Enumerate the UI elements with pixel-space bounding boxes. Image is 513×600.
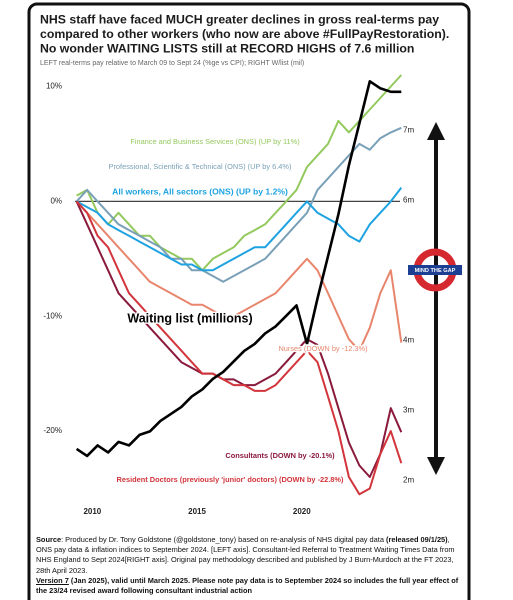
series-line (76, 74, 403, 272)
y2-tick-label: 4m (403, 335, 414, 344)
y-tick-label: 10% (46, 82, 62, 91)
footer-text: , ONS pay data & inflation indices to Se… (36, 535, 455, 575)
subtitle: LEFT real-terms pay relative to March 09… (40, 60, 304, 67)
series-label: Finance and Business Services (ONS) (UP … (130, 137, 299, 146)
y-tick-label: -10% (43, 311, 62, 320)
x-tick-label: 2015 (188, 507, 206, 516)
series-label: Consultants (DOWN by -20.1%) (225, 451, 335, 460)
x-tick-label: 2010 (83, 507, 101, 516)
series-label: All workers, All sectors (ONS) (UP by 1.… (112, 186, 288, 196)
footer-text: Source (36, 535, 62, 544)
roundel: MIND THE GAP (408, 248, 462, 292)
annotation: MIND THE GAP (415, 268, 456, 274)
y2-tick-label: 3m (403, 405, 414, 414)
title-line: NHS staff have faced MUCH greater declin… (40, 12, 439, 26)
title: NHS staff have faced MUCH greater declin… (40, 12, 449, 55)
series-line (75, 200, 403, 352)
series-label: Professional, Scientific & Technical (ON… (109, 162, 292, 171)
card (27, 2, 471, 600)
source-note: Source: Produced by Dr. Tony Goldstone (… (36, 535, 466, 576)
plot-area: 10% 0% -10% -20% 7m 6m 4m 3m 2m 2010 2015 2020 Finan… (43, 74, 414, 516)
footer-text: (released 09/1/25) (386, 535, 448, 544)
title-line: compared to other workers (who now are a… (40, 27, 449, 41)
series-line (75, 200, 403, 496)
series-label: Waiting list (millions) (127, 311, 252, 325)
title-line: No wonder WAITING LISTS still at RECORD … (40, 41, 414, 55)
series-line (75, 200, 403, 478)
y-tick-label: -20% (43, 426, 62, 435)
x-tick-label: 2020 (293, 507, 311, 516)
gap-arrow (427, 122, 445, 475)
footer-text: Version 7 (36, 575, 69, 585)
footer-text: (Jan 2025), valid until March 2025. Plea… (36, 575, 459, 596)
series-line (75, 80, 402, 458)
y2-tick-label: 6m (403, 195, 414, 204)
series-label: Nurses (DOWN by -12.3%) (278, 344, 367, 353)
series-line (76, 186, 403, 272)
y2-tick-label: 7m (403, 125, 414, 134)
series-label: Resident Doctors (previously 'junior' do… (117, 475, 344, 484)
footer: Source: Produced by Dr. Tony Goldstone (… (36, 535, 466, 596)
y-tick-label: 0% (50, 196, 62, 205)
y2-tick-label: 2m (403, 476, 414, 485)
version-note: Version 7 (Jan 2025), valid until March … (36, 576, 466, 596)
footer-text: : Produced by Dr. Tony Goldstone (@golds… (61, 535, 386, 544)
series-line (75, 126, 402, 283)
